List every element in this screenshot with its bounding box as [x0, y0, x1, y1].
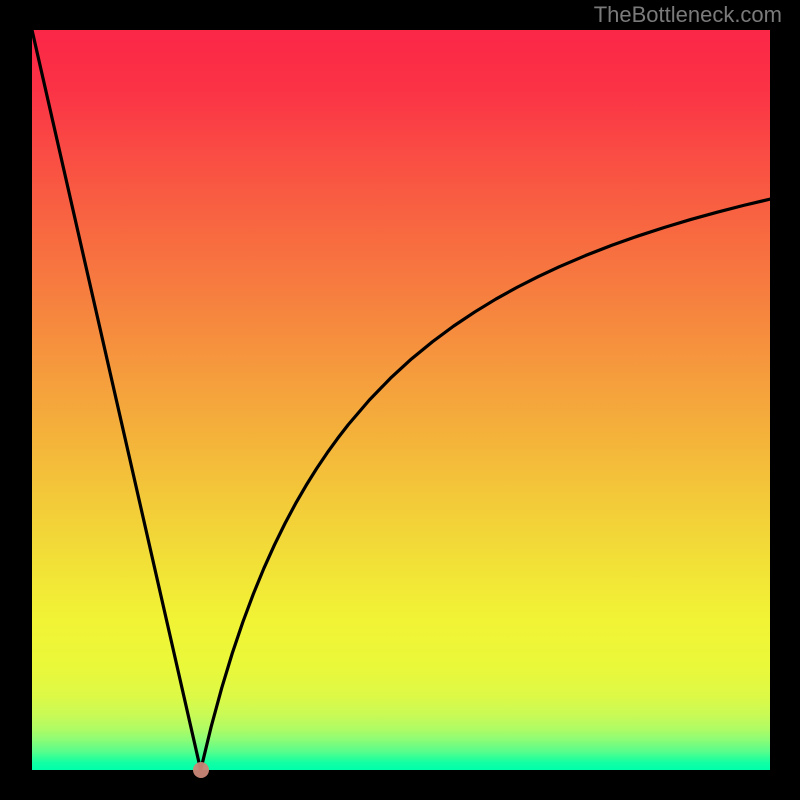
- plot-region: [32, 30, 770, 770]
- optimum-marker: [193, 762, 209, 778]
- chart-container: TheBottleneck.com: [0, 0, 800, 800]
- curve-layer: [32, 30, 770, 770]
- bottleneck-curve: [32, 30, 770, 770]
- watermark-text: TheBottleneck.com: [594, 2, 782, 28]
